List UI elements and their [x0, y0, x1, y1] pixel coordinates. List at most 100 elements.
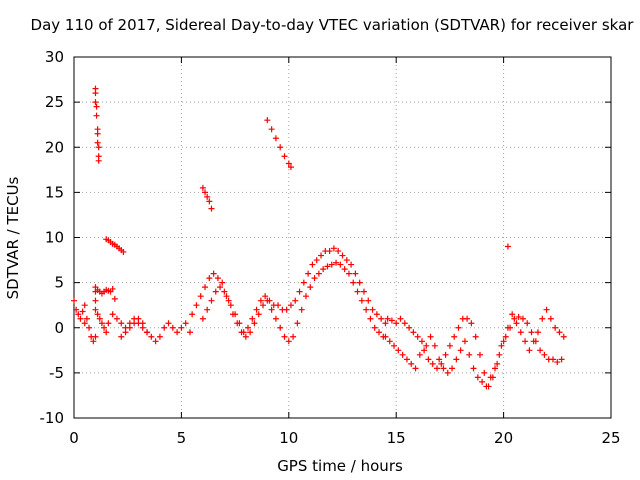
data-point: [382, 333, 389, 340]
data-point: [421, 347, 428, 354]
data-point: [440, 365, 447, 372]
data-point: [384, 315, 391, 322]
data-point: [519, 315, 526, 322]
data-point: [92, 306, 99, 313]
data-point: [418, 338, 425, 345]
data-point: [95, 157, 102, 164]
data-point: [406, 324, 413, 331]
data-point: [528, 329, 535, 336]
series: [382, 306, 567, 390]
data-point: [360, 288, 367, 295]
axis-ticks: 0 5 10 15 20 25 -10 -5 0 5 10 15 20 25 30: [40, 48, 621, 447]
data-point: [221, 288, 228, 295]
data-point: [438, 360, 445, 367]
series: [199, 184, 215, 212]
data-point: [83, 315, 90, 322]
data-point: [513, 320, 520, 327]
data-point: [403, 356, 410, 363]
data-point: [262, 293, 269, 300]
data-point: [386, 338, 393, 345]
data-point: [186, 329, 193, 336]
data-point: [202, 189, 209, 196]
data-point: [217, 284, 224, 291]
data-point: [337, 261, 344, 268]
data-point: [174, 329, 181, 336]
data-point: [189, 311, 196, 318]
data-point: [494, 360, 501, 367]
data-point: [539, 315, 546, 322]
data-point: [105, 320, 112, 327]
data-point: [86, 324, 93, 331]
data-point: [283, 306, 290, 313]
data-point: [95, 144, 102, 151]
data-point: [77, 315, 84, 322]
series: [504, 243, 511, 250]
data-point: [470, 365, 477, 372]
data-point: [442, 351, 449, 358]
data-point: [307, 284, 314, 291]
data-point: [79, 308, 86, 315]
data-point: [275, 302, 282, 309]
data-point: [530, 338, 537, 345]
data-point: [515, 313, 522, 320]
data-point: [120, 248, 127, 255]
data-point: [541, 351, 548, 358]
data-point: [408, 360, 415, 367]
data-point: [212, 288, 219, 295]
data-point: [550, 356, 557, 363]
data-point: [144, 329, 151, 336]
x-tick-label: 25: [601, 429, 620, 447]
data-point: [264, 117, 271, 124]
data-point: [206, 198, 213, 205]
data-point: [302, 293, 309, 300]
data-point: [193, 302, 200, 309]
data-point: [328, 261, 335, 268]
data-point: [92, 99, 99, 106]
data-point: [206, 275, 213, 282]
data-point: [81, 320, 88, 327]
data-point: [272, 315, 279, 322]
chart-title: Day 110 of 2017, Sidereal Day-to-day VTE…: [31, 16, 635, 34]
data-point: [481, 369, 488, 376]
data-point: [285, 338, 292, 345]
data-point: [333, 259, 340, 266]
data-point: [449, 365, 456, 372]
data-point: [534, 329, 541, 336]
data-point: [81, 302, 88, 309]
data-point: [517, 329, 524, 336]
data-point: [309, 261, 316, 268]
data-point: [391, 342, 398, 349]
data-point: [371, 324, 378, 331]
y-tick-label: 0: [54, 319, 64, 337]
data-point: [113, 315, 120, 322]
data-point: [395, 347, 402, 354]
data-point: [272, 135, 279, 142]
data-point: [277, 324, 284, 331]
data-point: [382, 320, 389, 327]
data-point: [479, 378, 486, 385]
data-point: [264, 297, 271, 304]
data-point: [199, 315, 206, 322]
data-point: [412, 365, 419, 372]
data-point: [376, 329, 383, 336]
data-point: [414, 333, 421, 340]
data-point: [197, 293, 204, 300]
data-point: [223, 293, 230, 300]
data-point: [453, 356, 460, 363]
data-point: [558, 356, 565, 363]
data-point: [305, 270, 312, 277]
data-point: [290, 333, 297, 340]
data-point: [247, 329, 254, 336]
data-point: [388, 317, 395, 324]
data-point: [498, 342, 505, 349]
data-point: [199, 184, 206, 191]
data-point: [93, 103, 100, 110]
series: [189, 245, 389, 345]
data-point: [139, 320, 146, 327]
data-point: [202, 284, 209, 291]
data-point: [287, 164, 294, 171]
data-point: [487, 374, 494, 381]
data-point: [94, 139, 101, 146]
data-point: [126, 324, 133, 331]
data-point: [500, 338, 507, 345]
